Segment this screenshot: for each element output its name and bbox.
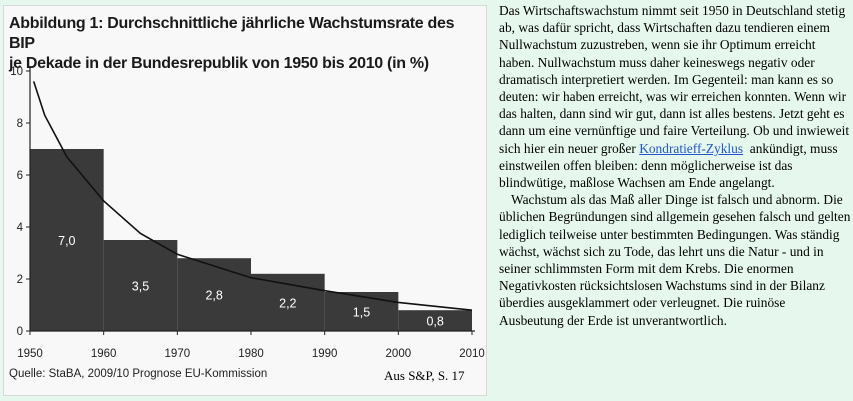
y-tick-label: 0 bbox=[17, 326, 23, 338]
y-tick-label: 10 bbox=[10, 66, 23, 78]
bar-value-label: 3,5 bbox=[132, 280, 149, 294]
paragraph-2: Wachstum als das Maß aller Dinge ist fal… bbox=[499, 192, 851, 328]
bar-value-label: 2,8 bbox=[205, 289, 222, 303]
y-tick-label: 4 bbox=[17, 222, 24, 234]
chart-title-line2: je Dekade in der Bundesrepublik von 1950… bbox=[9, 55, 429, 72]
bar-chart: 7,0 3,5 2,8 2,2 1,5 0,8 0 2 4 6 8 10 1950 1960 1970 198… bbox=[10, 66, 485, 360]
x-tick-label: 1980 bbox=[238, 348, 264, 360]
paragraph-1-text: Das Wirtschaftswachstum nimmt seit 1950 … bbox=[499, 3, 850, 156]
x-tick-label: 2000 bbox=[386, 348, 412, 360]
x-tick-label: 1950 bbox=[17, 348, 43, 360]
paragraph-1: Das Wirtschaftswachstum nimmt seit 1950 … bbox=[499, 2, 851, 191]
bar bbox=[251, 273, 325, 331]
x-tick-label: 1990 bbox=[312, 348, 338, 360]
bar-value-label: 0,8 bbox=[426, 315, 443, 329]
bar-value-label: 2,2 bbox=[279, 296, 296, 310]
bar bbox=[30, 149, 104, 331]
bar bbox=[177, 258, 251, 331]
chart-figure: Abbildung 1: Durchschnittliche jährliche… bbox=[3, 5, 487, 396]
paragraph-1-text-end: ankündigt, muss einstweilen offen bleibe… bbox=[499, 140, 838, 191]
bar bbox=[103, 240, 178, 331]
article-text: Das Wirtschaftswachstum nimmt seit 1950 … bbox=[499, 2, 851, 329]
bar bbox=[324, 292, 399, 331]
chart-title-line1: Abbildung 1: Durchschnittliche jährliche… bbox=[9, 15, 455, 52]
trend-curve bbox=[32, 81, 473, 311]
chart-title: Abbildung 1: Durchschnittliche jährliche… bbox=[9, 14, 479, 74]
bar-value-label: 1,5 bbox=[353, 306, 370, 320]
image-credit: Aus S&P, S. 17 bbox=[384, 368, 465, 383]
bar-value-label: 7,0 bbox=[58, 234, 75, 248]
y-tick-label: 8 bbox=[17, 118, 23, 130]
y-tick-label: 6 bbox=[17, 170, 23, 182]
x-tick-label: 1960 bbox=[91, 348, 117, 360]
y-tick-label: 2 bbox=[17, 274, 23, 286]
chart-source: Quelle: StaBA, 2009/10 Prognose EU-Kommi… bbox=[9, 368, 268, 380]
bar bbox=[398, 310, 472, 331]
x-tick-label: 2010 bbox=[459, 348, 485, 360]
kondratieff-link[interactable]: Kondratieff-Zyklus bbox=[639, 140, 744, 156]
x-tick-label: 1970 bbox=[165, 348, 191, 360]
